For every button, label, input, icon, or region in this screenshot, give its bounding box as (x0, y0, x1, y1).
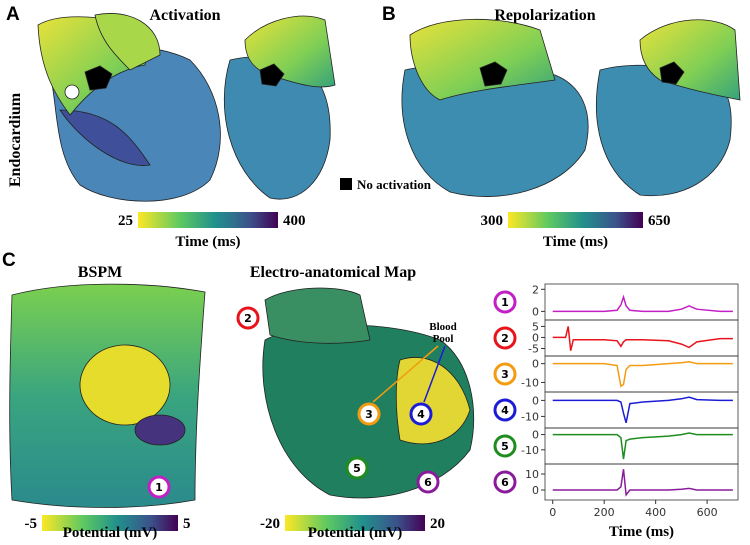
lead-number: 3 (501, 368, 509, 381)
y-tick-label: 5 (532, 320, 539, 333)
lead-badge (409, 402, 433, 426)
lead-number: 2 (501, 332, 509, 345)
y-tick-label: 10 (525, 468, 539, 481)
pointer (423, 345, 446, 403)
colorbar-label: Time (ms) (543, 234, 608, 250)
y-tick-label: -10 (521, 376, 539, 389)
plot-frame (544, 463, 739, 501)
lead-number: 6 (501, 476, 509, 489)
colorbar-label: Potential (mV) (308, 525, 403, 541)
lead-badge (493, 290, 517, 314)
lead-badge (416, 470, 440, 494)
x-tick-label: 0 (549, 506, 556, 519)
colorbar (42, 515, 178, 531)
colorbar-min: 300 (481, 213, 504, 229)
x-axis-label: Time (ms) (609, 524, 674, 540)
panel-label: B (382, 4, 396, 25)
y-tick-label: 0 (532, 484, 539, 497)
trace (552, 361, 733, 388)
lead-number: 4 (417, 408, 425, 421)
lead-badge (493, 362, 517, 386)
lead-badge (236, 306, 260, 330)
lead-number: 6 (424, 476, 432, 489)
colorbar (138, 212, 278, 228)
y-tick-label: 0 (532, 394, 539, 407)
annotation: Pool (433, 333, 454, 345)
x-tick-label: 600 (697, 506, 718, 519)
lead-number: 1 (501, 296, 509, 309)
y-tick-label: 0 (532, 429, 539, 442)
panel-label: C (2, 250, 16, 271)
y-tick-label: -10 (521, 410, 539, 423)
y-tick-label: -5 (528, 342, 539, 355)
x-tick-label: 400 (645, 506, 666, 519)
subtitle: Electro-anatomical Map (250, 264, 416, 281)
legend-note: No activation (357, 177, 432, 192)
colorbar-max: 400 (283, 213, 306, 229)
colorbar (508, 212, 643, 228)
lead-number: 3 (365, 408, 373, 421)
colorbar-max: 5 (183, 516, 191, 532)
trace (552, 396, 733, 423)
lead-number: 5 (501, 440, 509, 453)
row-label: Endocardium (7, 92, 24, 187)
torso-render (9, 283, 206, 508)
y-tick-label: 0 (532, 331, 539, 344)
lead-badge (493, 398, 517, 422)
trace (552, 294, 733, 313)
legend-swatch (340, 178, 352, 190)
y-tick-label: 0 (532, 305, 539, 318)
plot-frame (544, 355, 739, 393)
subtitle: BSPM (78, 264, 122, 281)
heart-render (37, 13, 336, 202)
colorbar-label: Time (ms) (175, 234, 240, 250)
lead-badge (345, 456, 369, 480)
y-tick-label: -10 (521, 444, 539, 457)
heart-render (401, 18, 741, 197)
colorbar-max: 20 (430, 516, 445, 532)
colorbar-min: -5 (25, 516, 38, 532)
panel-title: Repolarization (494, 7, 595, 24)
lead-number: 4 (501, 404, 509, 417)
panel-label: A (6, 4, 20, 25)
lead-badge (493, 470, 517, 494)
plot-frame (544, 283, 739, 321)
lead-number: 2 (244, 312, 252, 325)
lead-badge (493, 326, 517, 350)
lead-number: 1 (155, 481, 163, 494)
y-tick-label: 2 (532, 283, 539, 296)
plot-frame (544, 391, 739, 429)
pointer (372, 345, 439, 403)
colorbar-max: 650 (648, 213, 671, 229)
annotation: Blood (429, 321, 457, 333)
colorbar-min: -20 (260, 516, 280, 532)
trace (552, 432, 733, 460)
x-tick-label: 200 (594, 506, 615, 519)
panel-title: Activation (149, 7, 220, 24)
trace (552, 469, 733, 497)
lead-badge (493, 434, 517, 458)
y-tick-label: 0 (532, 358, 539, 371)
plot-frame (544, 427, 739, 465)
colorbar-label: Potential (mV) (63, 525, 158, 541)
lead-number: 5 (353, 462, 361, 475)
colorbar-min: 25 (118, 213, 133, 229)
lead-badge (147, 475, 171, 499)
colorbar (285, 515, 425, 531)
trace (552, 326, 733, 351)
lead-badge (357, 402, 381, 426)
plot-frame (544, 319, 739, 357)
